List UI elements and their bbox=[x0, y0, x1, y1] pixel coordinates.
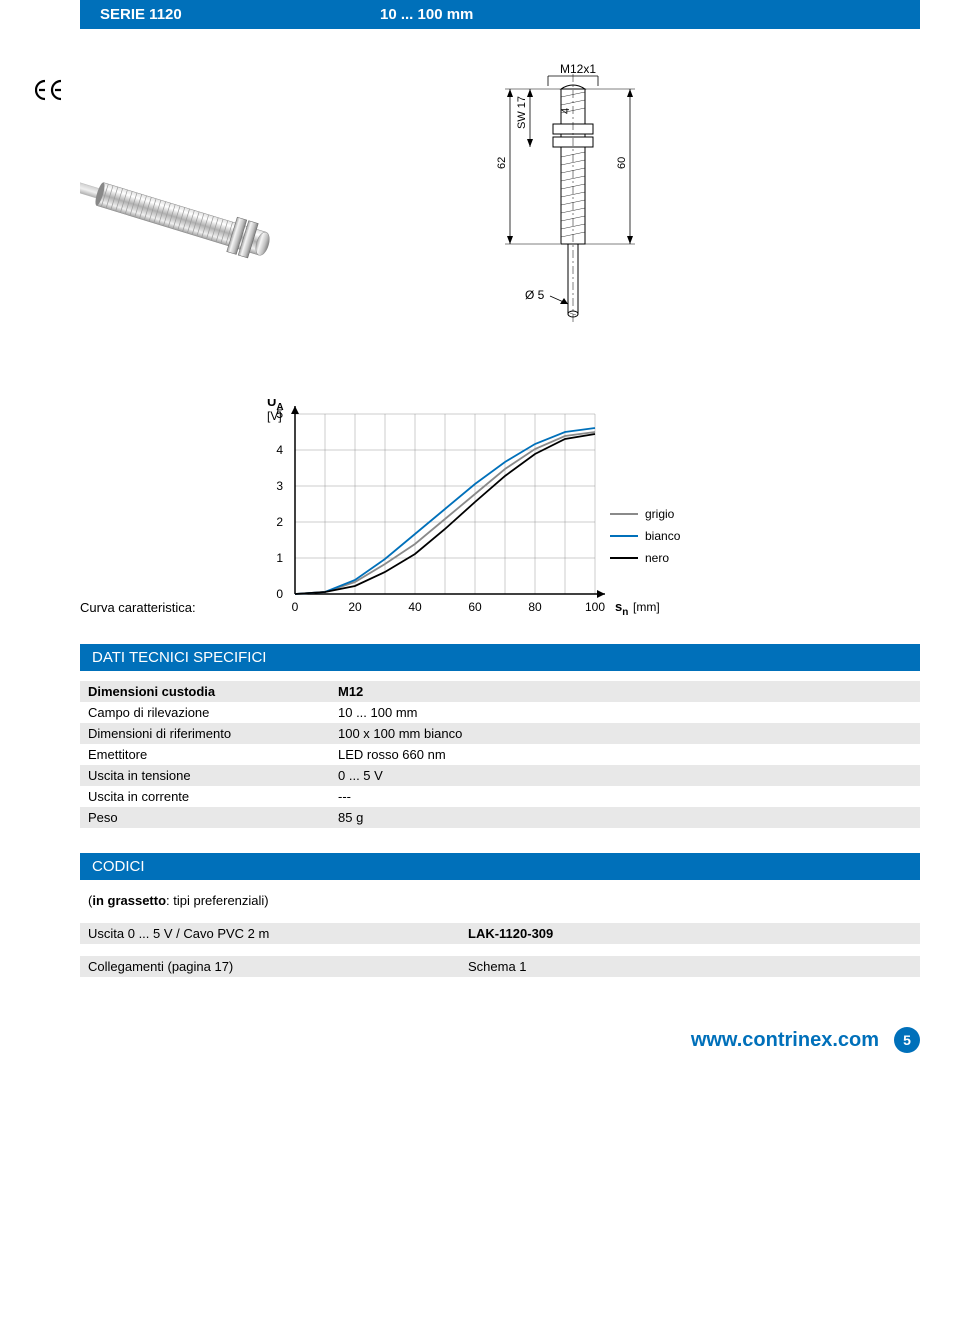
legend-black: nero bbox=[645, 551, 669, 565]
codes-section: (in grassetto: tipi preferenziali) Uscit… bbox=[80, 890, 920, 977]
svg-text:0: 0 bbox=[276, 587, 283, 601]
legend-gray: grigio bbox=[645, 507, 675, 521]
table-row: EmettitoreLED rosso 660 nm bbox=[80, 744, 920, 765]
svg-text:[V]: [V] bbox=[267, 409, 282, 423]
header-bar: SERIE 1120 10 ... 100 mm bbox=[80, 0, 920, 29]
legend-white: bianco bbox=[645, 529, 681, 543]
svg-text:100: 100 bbox=[585, 600, 605, 614]
codes-note: (in grassetto: tipi preferenziali) bbox=[80, 890, 920, 911]
response-chart: 5 4 3 2 1 0 0 20 40 60 80 100 UA [V] bbox=[260, 399, 620, 619]
svg-text:[mm]: [mm] bbox=[633, 600, 660, 614]
svg-text:sn: sn bbox=[615, 599, 628, 618]
svg-text:40: 40 bbox=[408, 600, 422, 614]
codes-title: CODICI bbox=[80, 853, 920, 880]
drawing-thread-label: M12x1 bbox=[560, 62, 596, 76]
svg-text:2: 2 bbox=[276, 515, 283, 529]
table-row: Uscita in tensione0 ... 5 V bbox=[80, 765, 920, 786]
product-image bbox=[80, 59, 320, 369]
header-range: 10 ... 100 mm bbox=[380, 6, 473, 23]
drawing-dim-body: 62 bbox=[496, 157, 508, 169]
svg-text:4: 4 bbox=[276, 443, 283, 457]
drawing-dim-total: 60 bbox=[616, 157, 628, 169]
specs-table: Dimensioni custodiaM12Campo di rilevazio… bbox=[80, 681, 920, 828]
specs-title: DATI TECNICI SPECIFICI bbox=[80, 644, 920, 671]
tech-drawing: M12x1 bbox=[360, 59, 920, 369]
table-row: Uscita in corrente--- bbox=[80, 786, 920, 807]
table-row: Campo di rilevazione10 ... 100 mm bbox=[80, 702, 920, 723]
table-row: Dimensioni custodiaM12 bbox=[80, 681, 920, 702]
footer-url: www.contrinex.com bbox=[691, 1029, 879, 1052]
codes-row: Uscita 0 ... 5 V / Cavo PVC 2 mLAK-1120-… bbox=[80, 923, 920, 944]
svg-text:1: 1 bbox=[276, 551, 283, 565]
page-number: 5 bbox=[894, 1027, 920, 1053]
ce-mark-icon bbox=[35, 79, 65, 107]
svg-text:60: 60 bbox=[468, 600, 482, 614]
svg-text:80: 80 bbox=[528, 600, 542, 614]
chart-caption: Curva caratteristica: bbox=[80, 600, 260, 619]
drawing-cable-dia: Ø 5 bbox=[525, 288, 545, 302]
header-series: SERIE 1120 bbox=[100, 6, 380, 23]
drawing-dim-nut: 4 bbox=[560, 108, 572, 114]
table-row: Dimensioni di riferimento100 x 100 mm bi… bbox=[80, 723, 920, 744]
page-footer: www.contrinex.com 5 bbox=[80, 1027, 920, 1053]
codes-footer-row: Collegamenti (pagina 17) Schema 1 bbox=[80, 956, 920, 977]
svg-text:3: 3 bbox=[276, 479, 283, 493]
table-row: Peso85 g bbox=[80, 807, 920, 828]
svg-text:0: 0 bbox=[292, 600, 299, 614]
drawing-dim-wrench: SW 17 bbox=[516, 96, 528, 129]
svg-text:20: 20 bbox=[348, 600, 362, 614]
